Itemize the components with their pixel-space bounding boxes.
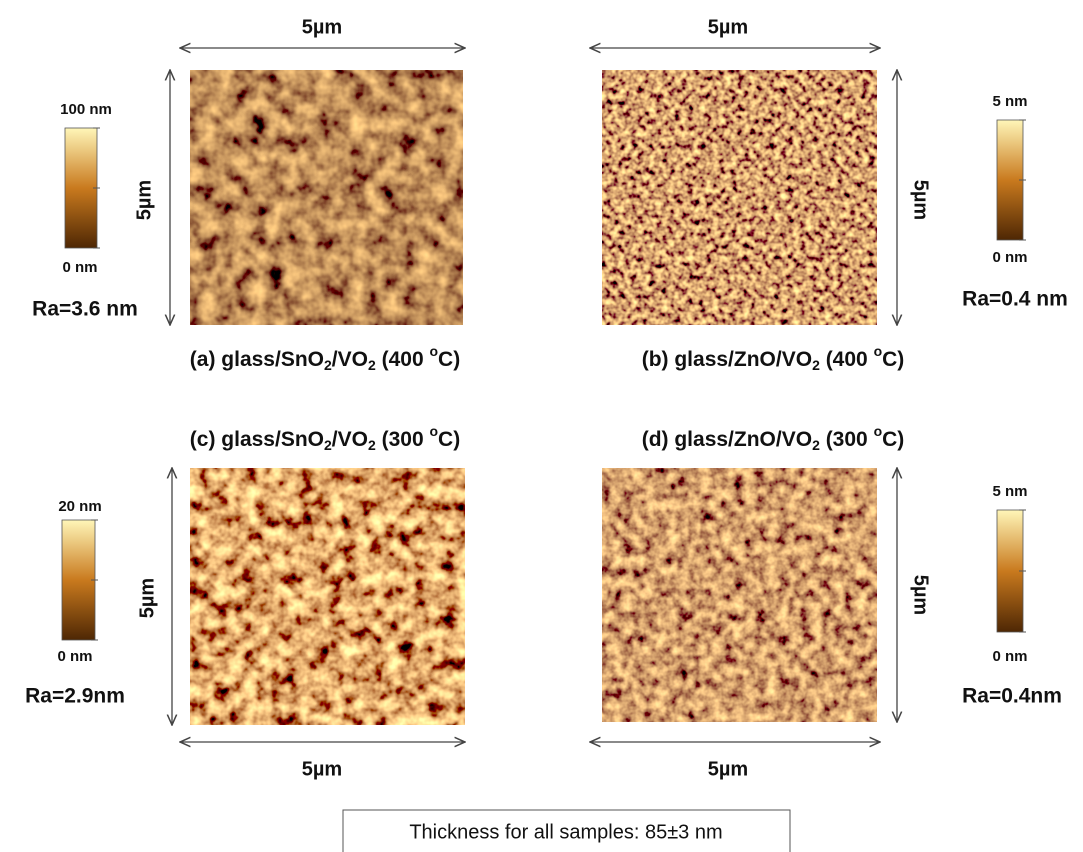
scale-label-vertical: 5µm — [910, 180, 932, 220]
caption-part: 2 — [812, 357, 820, 373]
afm-image — [190, 70, 463, 325]
panel-caption: (a) glass/SnO2/VO2 (400 oC) — [190, 343, 460, 373]
colorbar-max-label: 100 nm — [60, 101, 112, 118]
caption-part: C) — [438, 428, 460, 451]
roughness: Ra=2.9nm — [25, 685, 125, 708]
caption-part: (a) glass/SnO — [190, 348, 324, 371]
caption-part: (300 — [820, 428, 874, 451]
roughness: Ra=3.6 nm — [32, 298, 138, 321]
caption-part: 2 — [368, 357, 376, 373]
caption-part: C) — [882, 428, 904, 451]
caption-part: (d) glass/ZnO/VO — [642, 428, 812, 451]
roughness: Ra=0.4 nm — [962, 288, 1068, 311]
caption-part: (c) glass/SnO — [190, 428, 324, 451]
caption-part: o — [874, 423, 883, 439]
afm-panel: 5µm 5µm 5 nm 0 nm Ra=0.4nm (d) glass/ZnO/VO2 … — [590, 423, 1062, 780]
footer-note: Thickness for all samples: 85±3 nm — [409, 821, 722, 843]
roughness: Ra=0.4nm — [962, 685, 1062, 708]
afm-image — [602, 468, 877, 722]
panel-caption: (c) glass/SnO2/VO2 (300 oC) — [190, 423, 460, 453]
scale-label-vertical: 5µm — [136, 578, 158, 618]
scale-label-horizontal: 5µm — [302, 758, 342, 780]
afm-image — [602, 70, 877, 325]
caption-part: 2 — [812, 437, 820, 453]
caption-part: /VO — [332, 428, 368, 451]
panel-caption: (d) glass/ZnO/VO2 (300 oC) — [642, 423, 905, 453]
caption-part: o — [429, 343, 438, 359]
caption-part: 2 — [368, 437, 376, 453]
caption-part: 2 — [324, 357, 332, 373]
afm-image — [190, 468, 465, 725]
colorbar-max-label: 5 nm — [992, 483, 1027, 500]
caption-part: C) — [438, 348, 460, 371]
caption-part: 2 — [324, 437, 332, 453]
colorbar-min-label: 0 nm — [992, 249, 1027, 266]
caption-part: (300 — [376, 428, 430, 451]
caption-part: o — [874, 343, 883, 359]
scale-label-horizontal: 5µm — [708, 16, 748, 38]
scale-label-vertical: 5µm — [910, 575, 932, 615]
caption-part: (b) glass/ZnO/VO — [642, 348, 812, 371]
afm-panel: 5µm 5µm 5 nm 0 nm Ra=0.4 nm (b) glass/ZnO/VO2… — [590, 16, 1068, 373]
colorbar-max-label: 20 nm — [58, 498, 101, 515]
colorbar-max-label: 5 nm — [992, 93, 1027, 110]
caption-part: (400 — [376, 348, 430, 371]
caption-part: (400 — [820, 348, 874, 371]
caption-part: o — [429, 423, 438, 439]
colorbar — [61, 519, 96, 641]
footer-box — [342, 809, 791, 852]
scale-label-horizontal: 5µm — [302, 16, 342, 38]
colorbar-min-label: 0 nm — [62, 259, 97, 276]
scale-label-vertical: 5µm — [133, 180, 155, 220]
colorbar — [996, 119, 1024, 241]
scale-label-horizontal: 5µm — [708, 758, 748, 780]
colorbar-min-label: 0 nm — [57, 648, 92, 665]
colorbar — [64, 127, 98, 249]
caption-part: /VO — [332, 348, 368, 371]
caption-part: C) — [882, 348, 904, 371]
colorbar-min-label: 0 nm — [992, 648, 1027, 665]
panel-caption: (b) glass/ZnO/VO2 (400 oC) — [642, 343, 905, 373]
